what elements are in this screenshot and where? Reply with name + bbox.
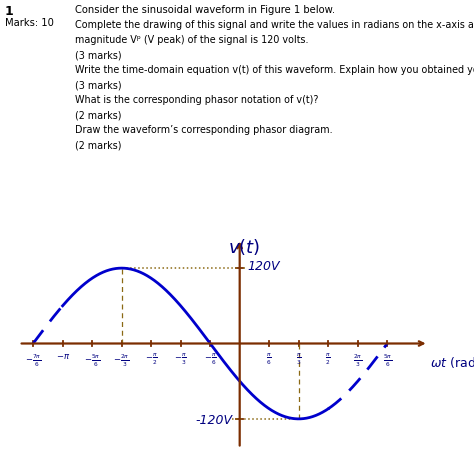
Text: Draw the waveform’s corresponding phasor diagram.: Draw the waveform’s corresponding phasor… [75,125,333,135]
Text: $\frac{\pi}{2}$: $\frac{\pi}{2}$ [325,352,331,367]
Text: $-\pi$: $-\pi$ [55,352,70,361]
Text: (2 marks): (2 marks) [75,140,121,150]
Text: 120V: 120V [247,260,280,273]
Text: $-\frac{\pi}{6}$: $-\frac{\pi}{6}$ [204,352,217,367]
Text: (2 marks): (2 marks) [75,110,121,120]
Text: -120V: -120V [195,414,232,427]
Text: Consider the sinusoidal waveform in Figure 1 below.: Consider the sinusoidal waveform in Figu… [75,5,335,15]
Text: $-\frac{7\pi}{6}$: $-\frac{7\pi}{6}$ [25,352,41,369]
Text: Marks: 10: Marks: 10 [5,18,54,28]
Text: $\frac{2\pi}{3}$: $\frac{2\pi}{3}$ [353,352,363,369]
Text: $-\frac{2\pi}{3}$: $-\frac{2\pi}{3}$ [113,352,130,369]
Text: Write the time‑domain equation v(t) of this waveform. Explain how you obtained y: Write the time‑domain equation v(t) of t… [75,65,474,75]
Text: $-\frac{5\pi}{6}$: $-\frac{5\pi}{6}$ [84,352,100,369]
Text: $\frac{\pi}{3}$: $\frac{\pi}{3}$ [296,352,301,367]
Text: $\omega t\ \mathrm{(rad)}$: $\omega t\ \mathrm{(rad)}$ [430,355,474,370]
Text: (3 marks): (3 marks) [75,80,122,90]
Text: 1: 1 [5,5,14,18]
Text: $\frac{\pi}{6}$: $\frac{\pi}{6}$ [266,352,272,367]
Text: $-\frac{\pi}{3}$: $-\frac{\pi}{3}$ [174,352,187,367]
Text: magnitude Vᵖ (V peak) of the signal is 120 volts.: magnitude Vᵖ (V peak) of the signal is 1… [75,35,309,45]
Text: $\frac{5\pi}{6}$: $\frac{5\pi}{6}$ [383,352,392,369]
Text: What is the corresponding phasor notation of v(t)?: What is the corresponding phasor notatio… [75,95,319,105]
Text: $v(t)$: $v(t)$ [228,237,260,257]
Text: Complete the drawing of this signal and write the values in radians on the x‑axi: Complete the drawing of this signal and … [75,20,474,30]
Text: (3 marks): (3 marks) [75,50,122,60]
Text: $-\frac{\pi}{2}$: $-\frac{\pi}{2}$ [145,352,157,367]
